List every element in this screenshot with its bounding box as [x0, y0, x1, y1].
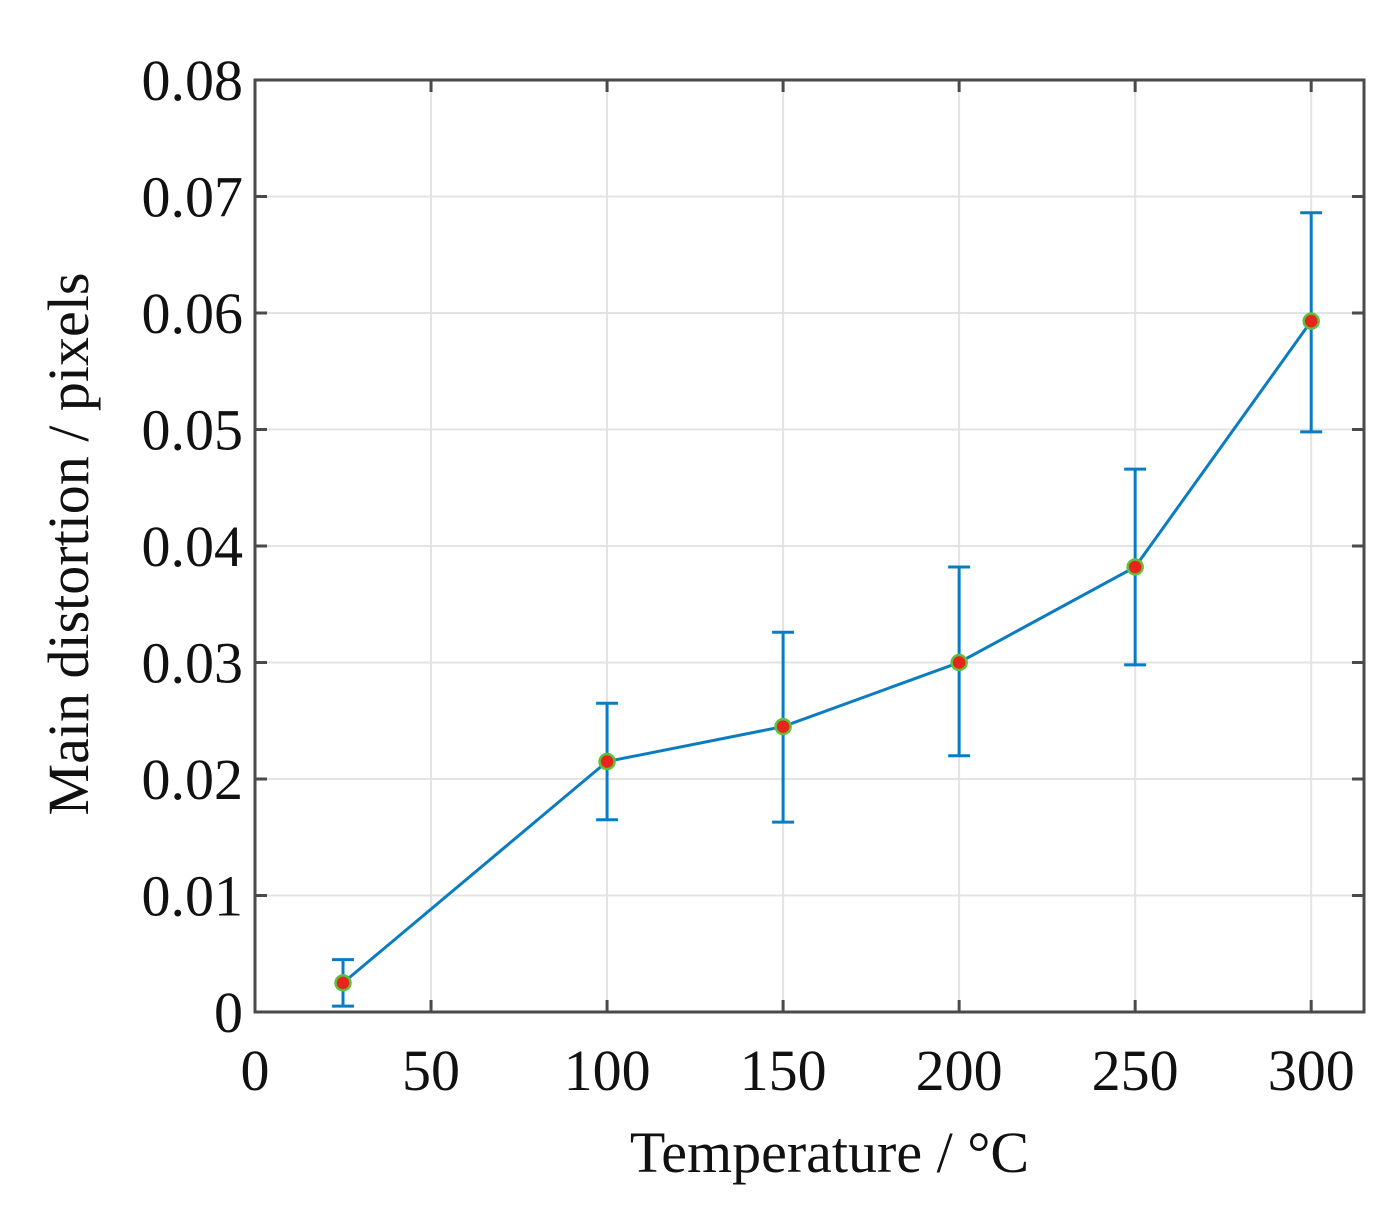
data-point	[598, 752, 616, 771]
x-tick-label: 150	[740, 1038, 827, 1103]
data-point	[950, 653, 968, 672]
y-tick-label: 0.05	[142, 398, 244, 463]
x-tick-label: 300	[1268, 1038, 1355, 1103]
y-axis-label: Main distortion / pixels	[36, 273, 101, 816]
x-tick-label: 200	[916, 1038, 1003, 1103]
y-tick-label: 0.03	[142, 631, 244, 696]
series-layer	[332, 211, 1323, 1008]
series-line	[342, 320, 1313, 985]
y-tick-label: 0.01	[142, 864, 244, 929]
data-point	[1302, 312, 1320, 330]
x-tick-label: 0	[241, 1038, 270, 1103]
x-tick-label: 250	[1092, 1038, 1179, 1103]
x-axis-label: Temperature / °C	[630, 1120, 1029, 1185]
data-point	[774, 717, 792, 736]
x-tick-label: 50	[402, 1038, 460, 1103]
y-tick-label: 0.06	[142, 281, 244, 346]
data-point	[1126, 558, 1144, 576]
grid	[255, 80, 1364, 1012]
x-tick-label: 100	[564, 1038, 651, 1103]
ticks: 0 50 100 150 200 250 300 0 0.01 0.02 0.03 0.04 0.05 0…	[142, 48, 1364, 1103]
y-tick-label: 0.07	[142, 165, 244, 230]
y-tick-label: 0.08	[142, 48, 244, 113]
data-point	[334, 974, 352, 992]
y-tick-label: 0.02	[142, 747, 244, 812]
y-tick-label: 0.04	[142, 514, 244, 579]
y-tick-label: 0	[214, 980, 243, 1045]
